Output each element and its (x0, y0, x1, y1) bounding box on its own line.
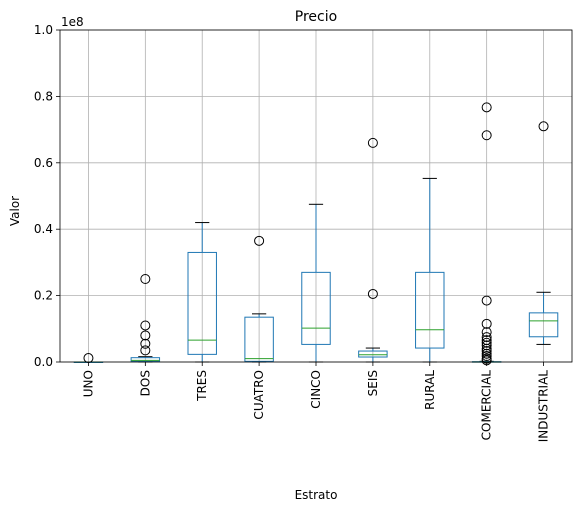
flier-point (367, 137, 378, 148)
flier-point (481, 327, 492, 338)
y-axis-label: Valor (8, 196, 22, 226)
y-tick-label: 1.0 (34, 23, 53, 37)
flier-point (481, 102, 492, 113)
iqr-box (130, 357, 161, 362)
y-tick-label: 0.4 (34, 222, 53, 236)
x-tick-label: INDUSTRIAL (537, 370, 551, 443)
x-tick-label: CUATRO (252, 370, 266, 420)
chart-title: Precio (295, 9, 337, 25)
flier-point (367, 288, 378, 299)
flier-point (140, 320, 151, 331)
y-tick-label: 0.6 (34, 156, 53, 170)
flier-point (481, 318, 492, 329)
flier-point (481, 295, 492, 306)
box-rural (415, 177, 445, 363)
iqr-box (301, 271, 331, 345)
box-cuatro (244, 235, 274, 363)
y-tick-label: 0.8 (34, 89, 53, 103)
x-tick-label: RURAL (423, 370, 437, 410)
iqr-box (415, 271, 445, 349)
flier-point (481, 335, 492, 346)
y-tick-label: 0.2 (34, 289, 53, 303)
iqr-box (358, 350, 388, 358)
grid (60, 29, 572, 363)
x-axis-label: Estrato (295, 488, 338, 502)
flier-point (481, 130, 492, 141)
flier-point (140, 338, 151, 349)
x-tick-label: DOS (138, 370, 152, 396)
flier-point (481, 346, 492, 357)
flier-point (481, 340, 492, 351)
x-tick-label: SEIS (366, 370, 380, 396)
ticks: UNO DOS TRES CUATRO CINCO SEIS RURAL COMERCIAL I… (34, 23, 551, 442)
flier-point (481, 351, 492, 362)
y-offset-label: 1e8 (61, 15, 84, 29)
flier-point (481, 337, 492, 348)
flier-point (254, 235, 265, 246)
flier-point (140, 345, 151, 356)
flier-point (140, 274, 151, 284)
x-tick-label: TRES (195, 370, 209, 402)
x-tick-label: UNO (81, 370, 95, 397)
x-tick-label: CINCO (309, 370, 323, 409)
iqr-box (187, 251, 217, 355)
iqr-box (244, 316, 274, 362)
iqr-box (528, 312, 559, 338)
y-tick-label: 0.0 (34, 355, 53, 369)
flier-point (140, 330, 151, 341)
x-tick-label: COMERCIAL (480, 370, 494, 441)
flier-point (538, 121, 549, 132)
box-industrial (528, 121, 559, 345)
flier-point (481, 332, 492, 343)
flier-point (481, 348, 492, 359)
